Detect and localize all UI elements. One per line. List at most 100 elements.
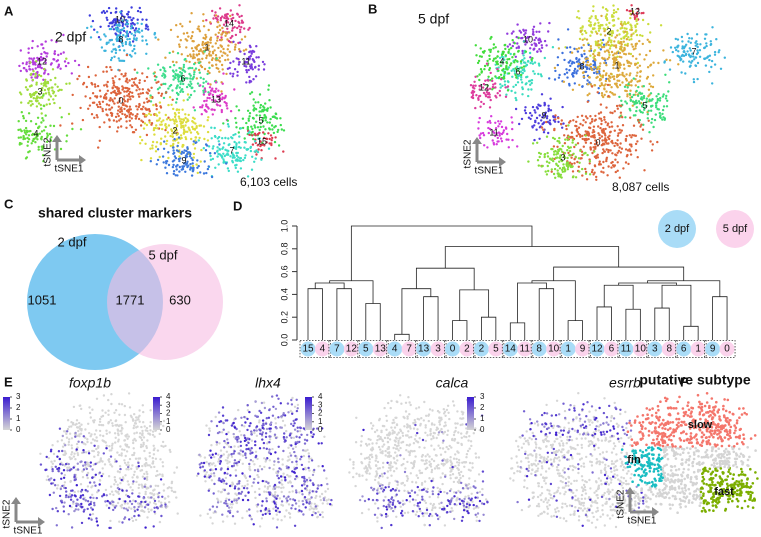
cell-point	[301, 499, 304, 503]
cell-point	[188, 60, 191, 64]
cell-point	[63, 450, 67, 453]
cell-point	[567, 151, 570, 155]
cell-point	[317, 510, 320, 514]
cell-point	[77, 503, 80, 506]
cell-point	[114, 51, 118, 55]
cell-point	[127, 10, 130, 14]
cell-point	[703, 46, 706, 50]
cell-point	[715, 38, 718, 41]
cell-point	[192, 55, 195, 58]
cell-point	[121, 112, 124, 116]
cell-point	[59, 147, 63, 151]
cell-point	[107, 475, 111, 478]
cell-point	[604, 73, 608, 77]
cell-point	[534, 44, 537, 47]
cell-point	[258, 465, 262, 468]
cell-point	[156, 507, 159, 510]
cell-point	[679, 59, 682, 62]
cell-point	[188, 20, 192, 23]
cell-point	[561, 144, 564, 148]
cell-point	[687, 40, 690, 43]
cluster-label: 13	[211, 94, 221, 104]
cell-point	[239, 30, 242, 34]
cell-point	[325, 499, 328, 502]
cell-point	[31, 59, 35, 62]
cell-point	[77, 63, 81, 67]
cell-point	[171, 135, 174, 138]
cell-point	[261, 60, 265, 64]
cell-point	[520, 66, 523, 69]
cell-point	[149, 485, 152, 488]
cell-point	[216, 18, 219, 21]
cell-point	[602, 95, 605, 99]
cell-point	[221, 26, 224, 30]
cell-point	[74, 458, 77, 461]
cell-point	[296, 426, 299, 429]
cell-point	[134, 31, 137, 34]
cell-point	[25, 61, 28, 64]
cell-point	[639, 75, 642, 78]
cell-point	[224, 441, 227, 445]
dendrogram-branch	[459, 289, 490, 321]
cell-point	[106, 89, 110, 93]
cell-point	[586, 79, 589, 82]
cell-point	[19, 69, 22, 73]
cell-point	[128, 87, 131, 91]
cell-point	[627, 21, 630, 24]
cell-point	[688, 60, 691, 63]
cell-point	[202, 46, 205, 49]
cell-point	[598, 133, 601, 137]
cell-point	[639, 70, 642, 73]
cell-point	[234, 33, 238, 37]
cell-point	[252, 104, 255, 107]
cell-point	[105, 42, 108, 46]
cell-point	[653, 118, 657, 122]
cell-point	[146, 475, 149, 479]
cell-point	[588, 160, 592, 163]
cell-point	[116, 130, 119, 133]
cell-point	[121, 42, 124, 45]
dendrogram-branch	[423, 296, 439, 340]
cell-point	[295, 457, 298, 460]
cell-point	[546, 164, 549, 168]
cell-point	[104, 441, 108, 444]
cell-point	[253, 150, 256, 153]
cell-point	[640, 137, 643, 140]
cell-point	[153, 133, 156, 136]
cell-point	[117, 490, 120, 493]
cell-point	[620, 147, 624, 150]
cell-point	[130, 55, 133, 58]
cell-point	[257, 68, 260, 71]
cell-point	[110, 50, 114, 53]
cell-point	[216, 150, 219, 153]
cell-point	[217, 460, 220, 463]
cell-point	[189, 163, 192, 166]
cell-point	[30, 84, 33, 87]
cell-point	[202, 125, 206, 128]
cell-point	[37, 145, 40, 149]
cell-point	[128, 406, 132, 409]
cell-point	[617, 132, 620, 135]
cell-point	[265, 490, 268, 494]
cell-point	[122, 29, 126, 33]
cell-point	[538, 137, 541, 140]
cell-point	[620, 129, 623, 132]
cell-point	[304, 468, 307, 471]
cell-point	[257, 64, 261, 68]
cell-point	[98, 125, 101, 129]
cell-point	[120, 424, 123, 427]
cell-point	[110, 68, 113, 72]
cell-point	[120, 108, 123, 112]
cell-point	[73, 59, 77, 63]
cell-point	[159, 105, 162, 108]
cell-point	[98, 102, 102, 106]
cell-point	[203, 160, 206, 163]
cell-point	[495, 143, 498, 146]
cell-point	[27, 134, 31, 137]
cell-point	[74, 431, 77, 435]
cell-point	[578, 170, 581, 173]
cell-point	[132, 441, 135, 445]
cell-point	[562, 122, 565, 125]
cell-point	[184, 113, 187, 116]
cell-point	[268, 99, 271, 102]
